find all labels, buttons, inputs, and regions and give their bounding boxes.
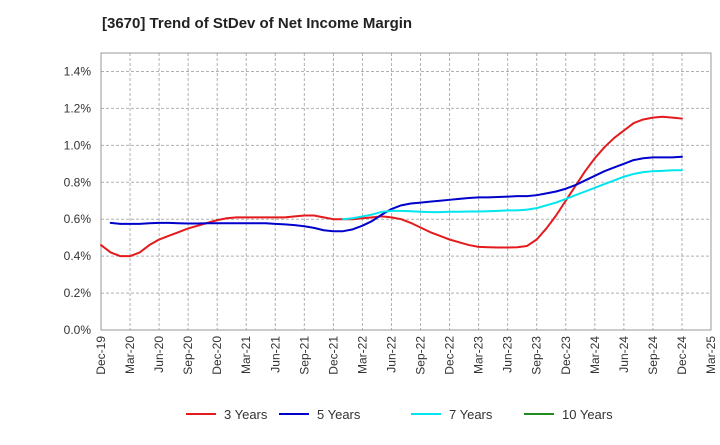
x-tick-label: Sep-21 — [297, 336, 311, 375]
series-line-7-years — [342, 169, 683, 221]
y-axis: 0.0% 0.2% 0.4% 0.6% 0.8% 1.0% 1.2% 1.4% — [64, 64, 92, 337]
legend-label: 10 Years — [562, 407, 613, 422]
series-line-5-years — [109, 155, 683, 233]
x-tick-label: Sep-23 — [530, 336, 544, 375]
legend-item: 3 Years — [186, 407, 268, 422]
x-tick-label: Jun-24 — [617, 336, 631, 373]
y-tick-label: 1.0% — [64, 138, 92, 152]
grid — [101, 53, 711, 330]
x-tick-label: Dec-22 — [443, 336, 457, 375]
y-tick-label: 0.0% — [64, 323, 92, 337]
x-tick-label: Mar-21 — [239, 336, 253, 374]
x-tick-label: Jun-21 — [268, 336, 282, 373]
y-tick-label: 1.4% — [64, 64, 92, 78]
y-tick-label: 0.6% — [64, 212, 92, 226]
x-tick-label: Mar-23 — [472, 336, 486, 374]
y-tick-label: 0.4% — [64, 249, 92, 263]
x-tick-label: Mar-20 — [123, 336, 137, 374]
legend: 3 Years 5 Years 7 Years 10 Years — [186, 407, 613, 422]
x-tick-label: Dec-20 — [210, 336, 224, 375]
legend-item: 5 Years — [279, 407, 361, 422]
x-tick-label: Sep-22 — [414, 336, 428, 375]
series-lines — [100, 115, 683, 258]
legend-label: 3 Years — [224, 407, 268, 422]
x-tick-label: Jun-22 — [384, 336, 398, 373]
legend-label: 7 Years — [449, 407, 493, 422]
y-tick-label: 0.2% — [64, 286, 92, 300]
x-axis: Dec-19 Mar-20 Jun-20 Sep-20 Dec-20 Mar-21 Jun-… — [94, 336, 718, 375]
x-tick-label: Jun-23 — [501, 336, 515, 373]
x-tick-label: Dec-23 — [559, 336, 573, 375]
x-tick-label: Dec-21 — [326, 336, 340, 375]
legend-item: 7 Years — [411, 407, 493, 422]
plot-frame — [100, 52, 712, 331]
series-line-3-years — [100, 115, 683, 258]
x-tick-label: Sep-20 — [181, 336, 195, 375]
y-tick-label: 1.2% — [64, 101, 92, 115]
x-tick-label: Mar-22 — [355, 336, 369, 374]
x-tick-label: Mar-24 — [588, 336, 602, 374]
chart-title: [3670] Trend of StDev of Net Income Marg… — [102, 15, 413, 32]
y-tick-label: 0.8% — [64, 175, 92, 189]
x-tick-label: Dec-24 — [675, 336, 689, 375]
x-tick-label: Sep-24 — [646, 336, 660, 375]
x-tick-label: Mar-25 — [704, 336, 718, 374]
legend-label: 5 Years — [317, 407, 361, 422]
legend-item: 10 Years — [524, 407, 613, 422]
x-tick-label: Jun-20 — [152, 336, 166, 373]
x-tick-label: Dec-19 — [94, 336, 108, 375]
